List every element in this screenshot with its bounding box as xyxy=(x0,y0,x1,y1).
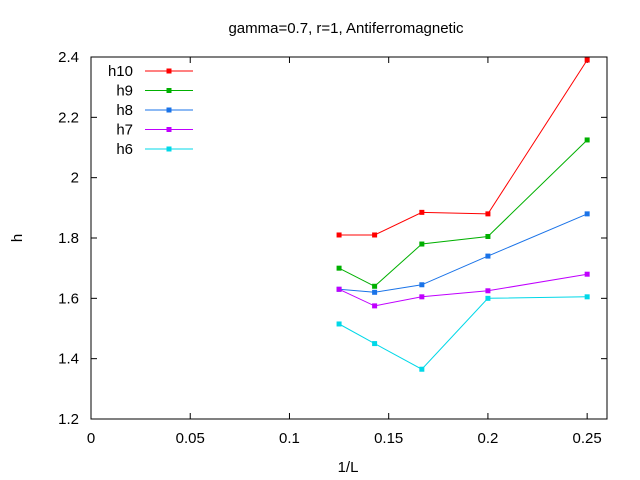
y-tick-label: 1.8 xyxy=(58,230,79,247)
legend-marker xyxy=(166,146,172,152)
data-point xyxy=(372,341,378,347)
x-axis-label: 1/L xyxy=(338,459,359,476)
y-tick-label: 1.4 xyxy=(58,351,79,368)
x-tick-label: 0.15 xyxy=(374,430,403,447)
y-axis-label: h xyxy=(9,234,26,242)
data-point xyxy=(419,282,425,288)
data-point xyxy=(485,211,491,217)
legend-label: h9 xyxy=(116,83,133,100)
data-point xyxy=(419,209,425,215)
data-point xyxy=(584,294,590,300)
x-tick-label: 0 xyxy=(87,430,95,447)
series-h9 xyxy=(336,137,590,289)
data-point xyxy=(419,366,425,372)
data-point xyxy=(372,232,378,238)
data-point xyxy=(336,321,342,327)
legend-marker xyxy=(166,107,172,113)
legend-label: h10 xyxy=(108,63,133,80)
legend-marker xyxy=(166,68,172,74)
data-point xyxy=(372,303,378,309)
data-point xyxy=(336,286,342,292)
data-point xyxy=(372,289,378,295)
y-tick-label: 2 xyxy=(71,170,79,187)
data-point xyxy=(584,57,590,63)
data-point xyxy=(584,211,590,217)
legend: h10 h9 h8 h7 h6 xyxy=(108,63,193,158)
x-tick-label: 0.25 xyxy=(573,430,602,447)
legend-label: h7 xyxy=(116,122,133,139)
series-h8 xyxy=(336,211,590,295)
chart-title: gamma=0.7, r=1, Antiferromagnetic xyxy=(228,20,464,37)
series-layer xyxy=(336,57,590,372)
legend-marker xyxy=(166,127,172,132)
data-point xyxy=(336,265,342,271)
y-tick-label: 2.4 xyxy=(58,49,79,66)
legend-label: h8 xyxy=(116,102,133,119)
data-point xyxy=(584,271,590,277)
data-point xyxy=(485,288,491,294)
data-point xyxy=(584,137,590,143)
data-point xyxy=(485,253,491,259)
series-h6 xyxy=(336,294,590,372)
y-tick-label: 1.6 xyxy=(58,290,79,307)
series-h10 xyxy=(336,57,590,238)
data-point xyxy=(485,295,491,301)
series-h7 xyxy=(336,271,590,309)
legend-label: h6 xyxy=(116,141,133,158)
data-point xyxy=(336,232,342,238)
x-tick-label: 0.05 xyxy=(176,430,205,447)
x-tick-label: 0.2 xyxy=(477,430,498,447)
legend-marker xyxy=(166,88,172,93)
data-point xyxy=(485,233,491,239)
x-tick-label: 0.1 xyxy=(279,430,300,447)
data-point xyxy=(419,241,425,247)
axis-ticks: 0 0.05 0.1 0.15 0.2 0.25 1.2 1.4 1.6 1.8 2 2.2 2.4 xyxy=(58,49,607,447)
series-line xyxy=(339,59,588,236)
data-point xyxy=(372,283,378,289)
y-tick-label: 2.2 xyxy=(58,109,79,126)
data-point xyxy=(419,294,425,300)
y-tick-label: 1.2 xyxy=(58,411,79,428)
